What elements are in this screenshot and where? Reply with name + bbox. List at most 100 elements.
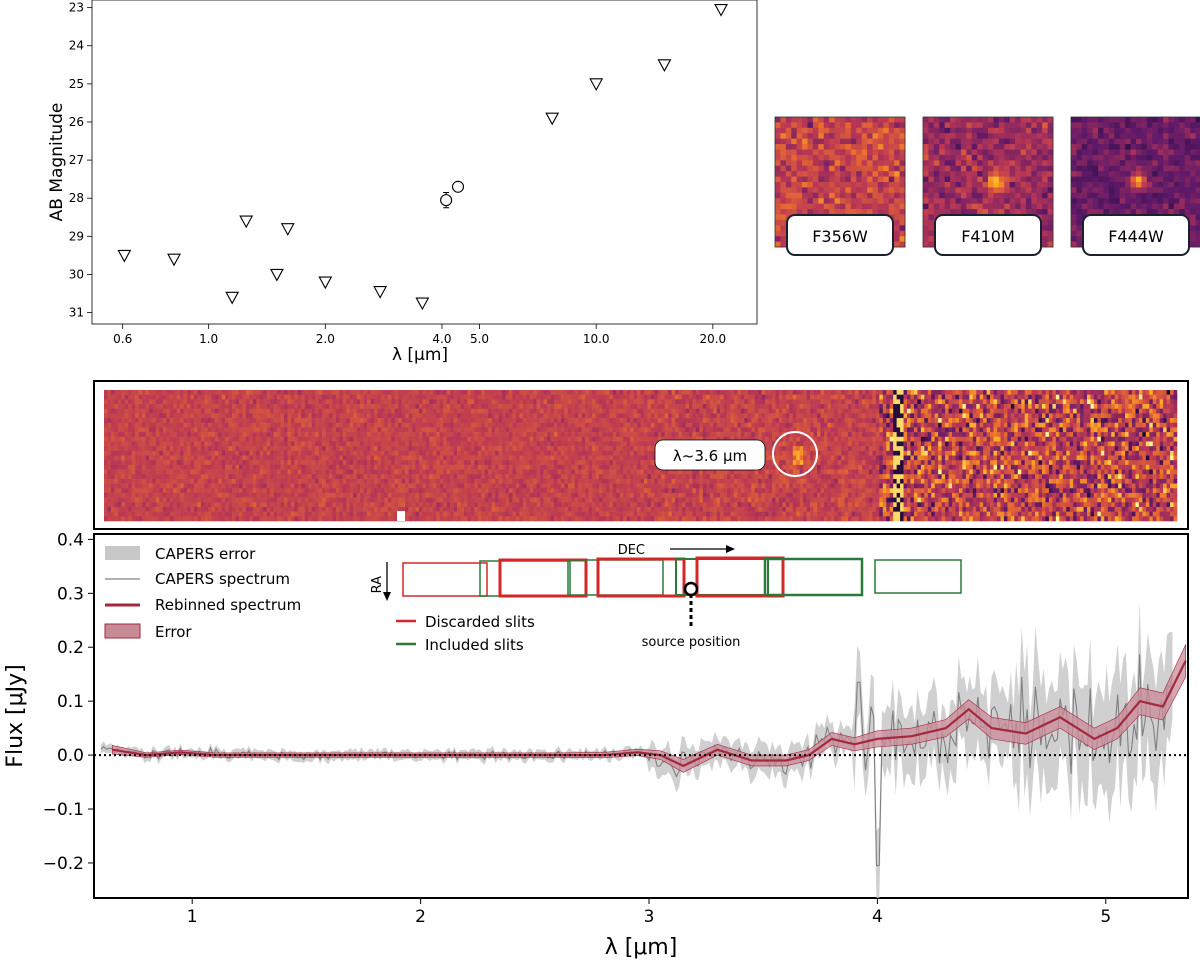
cutout-pixel xyxy=(1190,117,1196,123)
spectrum-2d-pixel xyxy=(114,413,119,419)
spectrum-2d-pixel xyxy=(294,488,299,494)
spectrum-2d-pixel xyxy=(110,474,115,480)
cutout-pixel xyxy=(1195,236,1200,242)
spectrum-2d-pixel xyxy=(391,469,396,475)
spectrum-2d-pixel xyxy=(415,413,420,419)
cutout-pixel xyxy=(977,176,983,183)
spectrum-2d-pixel xyxy=(204,446,209,452)
cutout-pixel xyxy=(971,149,978,156)
spectrum-2d-pixel xyxy=(363,460,368,466)
spectrum-2d-pixel xyxy=(353,455,357,461)
spectrum-2d-pixel xyxy=(318,460,323,466)
spectrum-2d-pixel xyxy=(346,394,351,400)
cutout-pixel xyxy=(796,160,803,167)
spectrum-2d-pixel xyxy=(491,511,496,517)
spectrum-2d-pixel xyxy=(325,506,330,512)
cutout-pixel xyxy=(982,138,989,145)
upper-limit-marker xyxy=(239,215,254,229)
cutout-pixel xyxy=(971,160,978,167)
spectrum-2d-pixel xyxy=(283,399,288,405)
spectrum-2d-pixel xyxy=(387,474,392,480)
spectrum-2d-pixel xyxy=(311,413,316,419)
cutout-pixel xyxy=(933,154,940,161)
spectrum-2d-pixel xyxy=(180,511,184,517)
spectrum-2d-pixel xyxy=(481,464,486,470)
spectrum-2d-pixel xyxy=(159,404,164,410)
cutout-pixel xyxy=(823,203,830,210)
spectrum-2d-pixel xyxy=(432,478,437,484)
spectrum-2d-pixel xyxy=(273,418,278,424)
spectrum-2d-pixel xyxy=(453,474,458,480)
spectrum-2d-pixel xyxy=(457,478,461,484)
spectrum-2d-pixel xyxy=(232,441,236,447)
spectrum-2d-pixel xyxy=(187,469,191,475)
spectrum-2d-pixel xyxy=(491,460,496,466)
spectrum-2d-pixel xyxy=(356,450,361,456)
spectrum-2d-pixel xyxy=(200,506,205,512)
spectrum-2d-pixel xyxy=(439,464,444,470)
spectrum-2d-pixel xyxy=(346,450,351,456)
cutout-pixel xyxy=(1092,149,1099,156)
cutout-pixel xyxy=(982,187,989,194)
cutout-pixel xyxy=(856,182,863,188)
spectrum-2d-pixel xyxy=(384,478,389,484)
spectrum-2d-pixel xyxy=(325,436,330,442)
spectrum-2d-pixel xyxy=(405,422,409,428)
spectrum-2d-pixel xyxy=(152,450,157,456)
spectrum-2d-pixel xyxy=(422,469,427,475)
cutout-pixel xyxy=(939,209,946,215)
cutout-pixel xyxy=(1098,192,1104,199)
spectrum-2d-pixel xyxy=(169,506,174,512)
spectrum-2d-pixel xyxy=(190,427,195,433)
spectrum-2d-pixel xyxy=(446,427,451,433)
spectrum-2d-pixel xyxy=(242,418,247,424)
cutout-f444w: F444W xyxy=(1070,116,1200,256)
spectrum-2d-pixel xyxy=(207,413,212,419)
filter-label: F410M xyxy=(961,227,1015,246)
cutout-pixel xyxy=(1173,117,1180,123)
spectrum-2d-pixel xyxy=(373,516,378,522)
spectrum-2d-pixel xyxy=(425,455,430,461)
cutout-pixel xyxy=(867,144,873,150)
spectrum-2d-pixel xyxy=(415,516,420,522)
spectrum-2d-pixel xyxy=(207,422,212,428)
spectrum-2d-pixel xyxy=(166,464,171,470)
spectrum-2d-pixel xyxy=(332,450,337,456)
spectrum-2d-pixel xyxy=(256,450,261,456)
spectrum-2d-pixel xyxy=(308,408,312,414)
spectrum-2d-pixel xyxy=(228,399,233,405)
spectrum-2d-pixel xyxy=(270,497,274,503)
spectrum-2d-pixel xyxy=(367,497,371,503)
spectrum-2d-pixel xyxy=(370,516,375,522)
spectrum-2d-pixel xyxy=(145,404,150,410)
spectrum-2d-pixel xyxy=(328,488,333,494)
cutout-pixel xyxy=(1190,160,1196,167)
spectrum-2d-pixel xyxy=(391,460,396,466)
cutout-pixel xyxy=(966,127,973,134)
spectrum-2d-pixel xyxy=(384,418,389,424)
spectrum-2d-pixel xyxy=(450,408,454,414)
spectrum-2d-pixel xyxy=(377,506,382,512)
spectrum-2d-pixel xyxy=(311,399,316,405)
cutout-pixel xyxy=(1141,122,1148,129)
spectrum-2d-pixel xyxy=(484,511,489,517)
cutout-pixel xyxy=(807,127,814,134)
spectrum-2d-pixel xyxy=(439,474,444,480)
cutout-pixel xyxy=(785,127,792,134)
cutout-pixel xyxy=(850,187,857,194)
cutout-pixel xyxy=(812,198,819,205)
cutout-pixel xyxy=(1020,192,1027,199)
cutout-pixel xyxy=(899,138,906,145)
cutout-pixel xyxy=(923,187,929,194)
spectrum-2d-pixel xyxy=(256,427,261,433)
cutout-pixel xyxy=(1157,117,1164,123)
spectrum-2d-pixel xyxy=(270,492,274,498)
spectrum-2d-pixel xyxy=(124,483,129,489)
spectrum-2d-pixel xyxy=(131,478,136,484)
spectrum-2d-pixel xyxy=(387,399,392,405)
spectrum-2d-pixel xyxy=(477,418,482,424)
spectrum-2d-pixel xyxy=(401,450,406,456)
spectrum-2d-pixel xyxy=(110,469,115,475)
spectrum-2d-pixel xyxy=(249,418,254,424)
cutout-pixel xyxy=(834,149,841,156)
